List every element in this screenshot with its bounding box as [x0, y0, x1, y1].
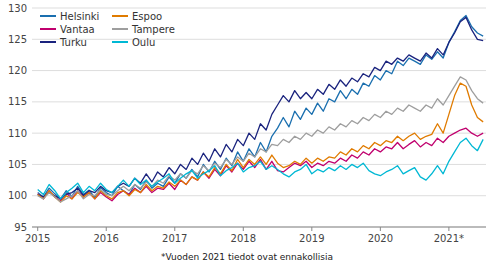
- legend-swatch: [112, 41, 128, 43]
- x-tick-label: 2021*: [434, 233, 464, 244]
- y-tick-label: 125: [8, 34, 27, 45]
- grid-line: [32, 133, 486, 134]
- x-tick: [448, 227, 449, 231]
- grid-line: [32, 8, 486, 9]
- legend-swatch: [112, 28, 128, 30]
- y-tick-label: 130: [8, 3, 27, 14]
- x-tick: [311, 227, 312, 231]
- y-tick-label: 115: [8, 96, 27, 107]
- x-tick: [37, 227, 38, 231]
- series-line: [38, 16, 483, 199]
- y-tick-label: 95: [14, 222, 27, 233]
- series-line: [38, 83, 483, 202]
- x-tick: [174, 227, 175, 231]
- x-tick-label: 2016: [94, 233, 119, 244]
- legend-label: Vantaa: [60, 24, 95, 35]
- y-tick-label: 105: [8, 159, 27, 170]
- grid-line: [32, 227, 486, 228]
- x-tick-label: 2015: [25, 233, 50, 244]
- series-line: [38, 17, 483, 198]
- y-tick-label: 120: [8, 65, 27, 76]
- legend-label: Helsinki: [60, 11, 99, 22]
- legend-label: Turku: [59, 37, 87, 48]
- grid-line: [32, 164, 486, 165]
- lines: [38, 16, 483, 202]
- y-tick-label: 110: [8, 128, 27, 139]
- legend-swatch: [40, 15, 56, 17]
- chart: 95 100 105 110 115 120 125 130 2015 2016 2017 2018 2…: [0, 0, 494, 265]
- x-tick-label: 2017: [162, 233, 187, 244]
- legend-label: Espoo: [132, 11, 162, 22]
- legend-swatch: [40, 28, 56, 30]
- legend-label: Tampere: [131, 24, 175, 35]
- x-tick: [243, 227, 244, 231]
- x-tick: [380, 227, 381, 231]
- grid: [32, 8, 486, 227]
- x-tick: [106, 227, 107, 231]
- series-line: [38, 77, 483, 202]
- grid-line: [32, 70, 486, 71]
- legend: Helsinki Vantaa Turku Espoo Tampere Oulu: [40, 11, 175, 48]
- legend-swatch: [40, 41, 56, 43]
- x-tick-label: 2020: [368, 233, 393, 244]
- grid-line: [32, 195, 486, 196]
- legend-swatch: [112, 15, 128, 17]
- legend-label: Oulu: [132, 37, 155, 48]
- x-tick-label: 2019: [299, 233, 324, 244]
- series-line: [38, 138, 483, 199]
- x-tick-label: 2018: [231, 233, 256, 244]
- footnote: *Vuoden 2021 tiedot ovat ennakollisia: [161, 252, 333, 262]
- x-axis-line: [32, 227, 486, 228]
- grid-line: [32, 101, 486, 102]
- y-tick-label: 100: [8, 190, 27, 201]
- grid-line: [32, 39, 486, 40]
